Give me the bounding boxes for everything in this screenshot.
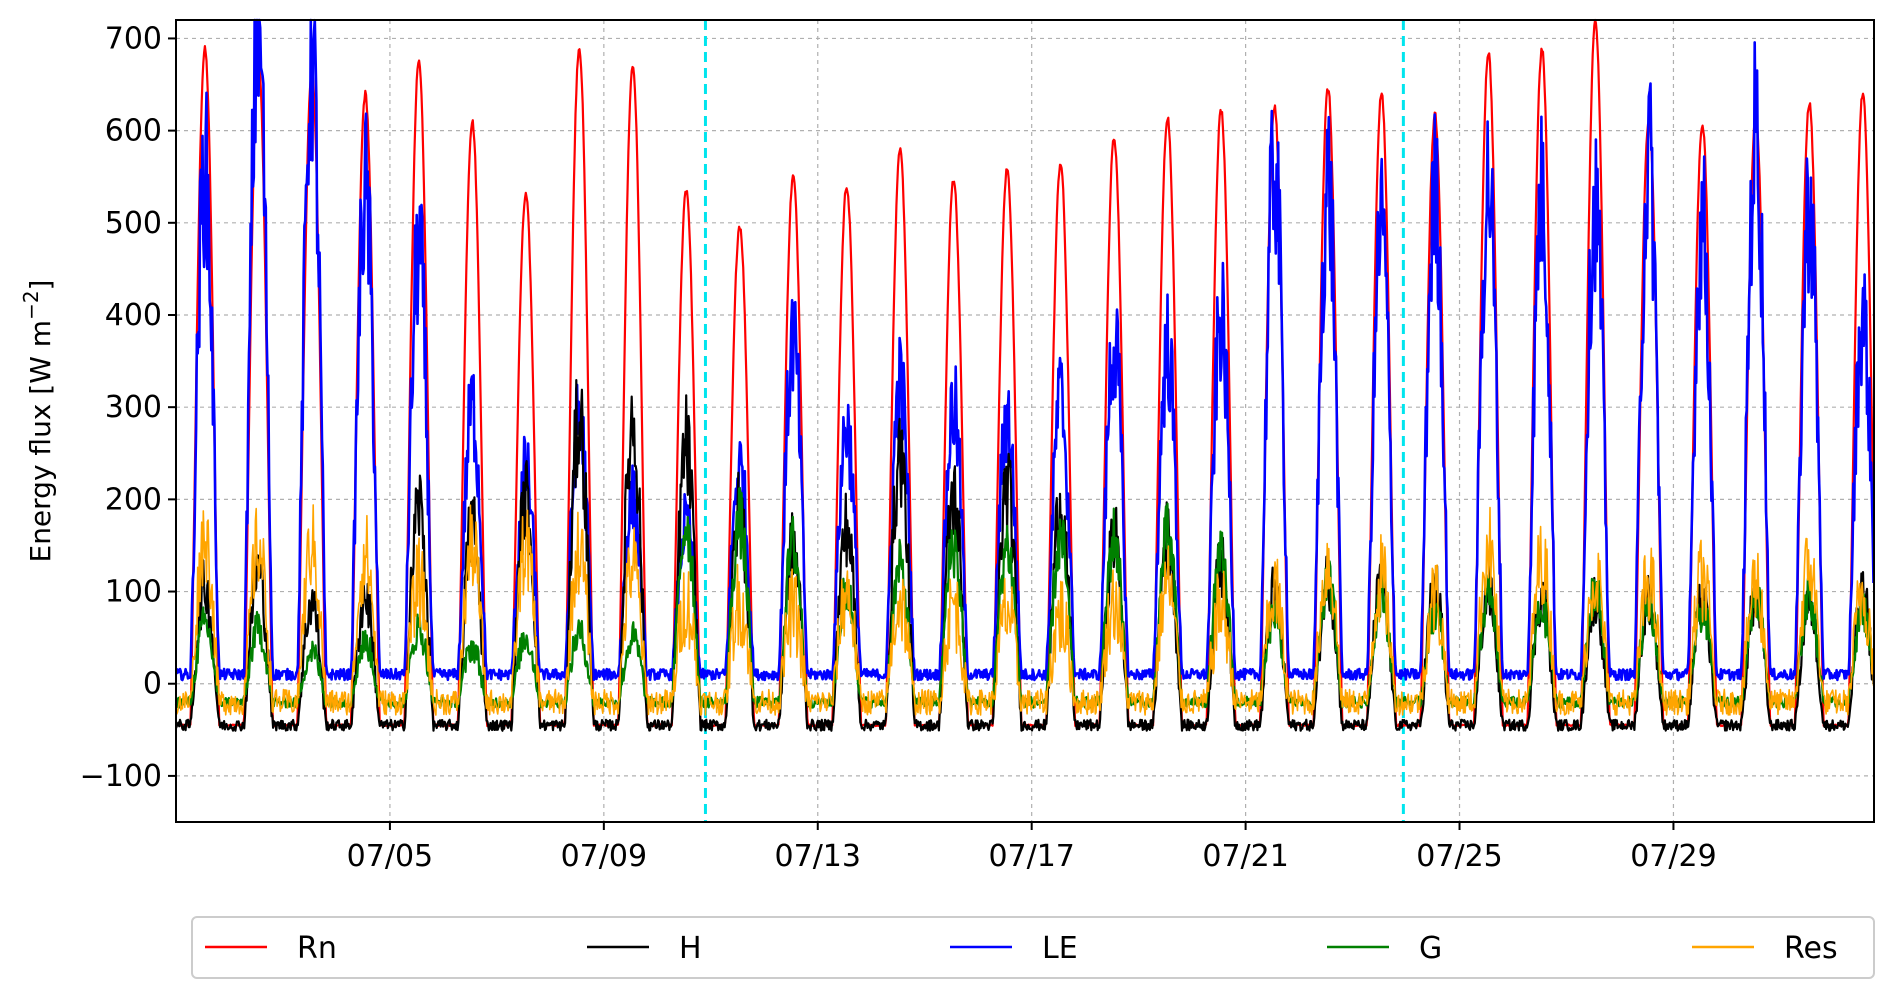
plot-frame [175, 19, 1875, 823]
legend-label-g: G [1419, 931, 1442, 966]
legend-label-h: H [679, 931, 702, 966]
legend-label-le: LE [1042, 931, 1078, 966]
x-tick-label: 07/13 [775, 839, 861, 874]
legend-label-rn: Rn [297, 931, 337, 966]
series-line-h [174, 379, 1875, 732]
x-tick-label: 07/17 [988, 839, 1074, 874]
y-tick-label: 700 [105, 21, 162, 56]
y-axis-label-main: Energy flux [W m [24, 320, 57, 563]
x-tick-label: 07/29 [1630, 839, 1716, 874]
y-tick-label: −100 [80, 759, 162, 794]
vertical-markers [703, 20, 1405, 822]
y-axis-label-close: ] [24, 280, 57, 291]
grid-lines [176, 20, 1874, 822]
y-tick-label: 0 [143, 667, 162, 702]
y-tick-label: 500 [105, 206, 162, 241]
y-axis-label: Energy flux [W m−2] [19, 280, 57, 563]
legend-box [191, 916, 1875, 979]
x-axis-ticks: 07/05 07/09 07/13 07/17 07/21 07/25 07/29 [347, 822, 1717, 874]
y-tick-label: 400 [105, 298, 162, 333]
legend-label-res: Res [1784, 931, 1838, 966]
y-tick-label: 200 [105, 482, 162, 517]
series-line-res [175, 504, 1875, 716]
y-tick-label: 300 [105, 390, 162, 425]
y-tick-label: 100 [105, 575, 162, 610]
x-tick-label: 07/09 [561, 839, 647, 874]
x-tick-label: 07/05 [347, 839, 433, 874]
legend: Rn H LE G Res [205, 931, 1838, 966]
y-axis-ticks: −100 0 100 200 300 400 500 600 700 [80, 21, 176, 794]
series-line-le [175, 18, 1875, 682]
series-lines [174, 18, 1875, 732]
x-tick-label: 07/25 [1416, 839, 1502, 874]
y-axis-label-sup: −2 [19, 290, 43, 319]
y-tick-label: 600 [105, 114, 162, 149]
x-tick-label: 07/21 [1202, 839, 1288, 874]
